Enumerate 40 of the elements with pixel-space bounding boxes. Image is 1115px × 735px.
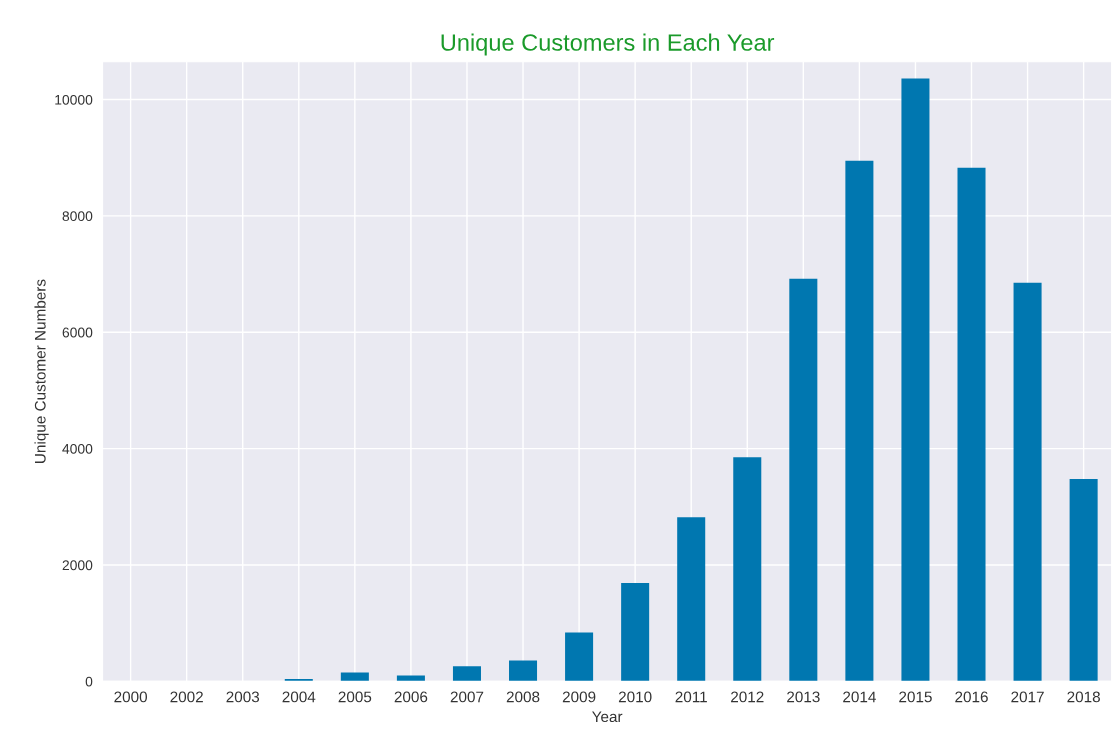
chart-title: Unique Customers in Each Year xyxy=(441,33,775,56)
x-tick-label: 2018 xyxy=(1067,691,1100,703)
x-tick-label: 2009 xyxy=(562,691,596,703)
bar xyxy=(509,660,538,682)
x-tick-label: 2006 xyxy=(394,691,428,703)
bar xyxy=(789,278,818,682)
y-tick-label: 8000 xyxy=(62,211,93,222)
bar xyxy=(1069,478,1098,682)
x-tick-label: 2012 xyxy=(731,691,764,703)
x-axis-title: Year xyxy=(592,711,623,723)
x-tick-label: 2002 xyxy=(170,691,203,703)
y-tick-label: 10000 xyxy=(55,94,93,105)
bar xyxy=(452,666,481,682)
x-tick-label: 2004 xyxy=(282,691,316,703)
x-tick-label: 2007 xyxy=(450,691,484,703)
x-tick-label: 2016 xyxy=(955,691,988,703)
x-tick-label: 2005 xyxy=(338,691,372,703)
x-tick-label: 2000 xyxy=(114,691,148,703)
bar xyxy=(621,583,650,682)
y-axis-title: Unique Customer Numbers xyxy=(34,279,49,463)
bar xyxy=(1013,282,1042,682)
x-tick-label: 2008 xyxy=(506,691,540,703)
bar xyxy=(845,160,874,682)
x-tick-label: 2015 xyxy=(899,691,932,703)
y-tick-label: 6000 xyxy=(62,327,93,338)
y-tick-label: 0 xyxy=(85,676,93,687)
x-tick-label: 2003 xyxy=(226,691,260,703)
bar xyxy=(901,78,930,682)
bar xyxy=(340,672,369,682)
y-tick-label: 2000 xyxy=(62,560,93,571)
bar xyxy=(957,167,986,682)
bar xyxy=(565,632,594,682)
bar xyxy=(677,517,706,682)
x-tick-label: 2010 xyxy=(618,691,652,703)
x-tick-label: 2017 xyxy=(1011,691,1044,703)
x-tick-label: 2011 xyxy=(675,691,707,703)
bar xyxy=(733,457,762,682)
x-tick-label: 2013 xyxy=(787,691,820,703)
y-tick-label: 4000 xyxy=(62,443,93,454)
x-tick-label: 2014 xyxy=(843,691,876,703)
